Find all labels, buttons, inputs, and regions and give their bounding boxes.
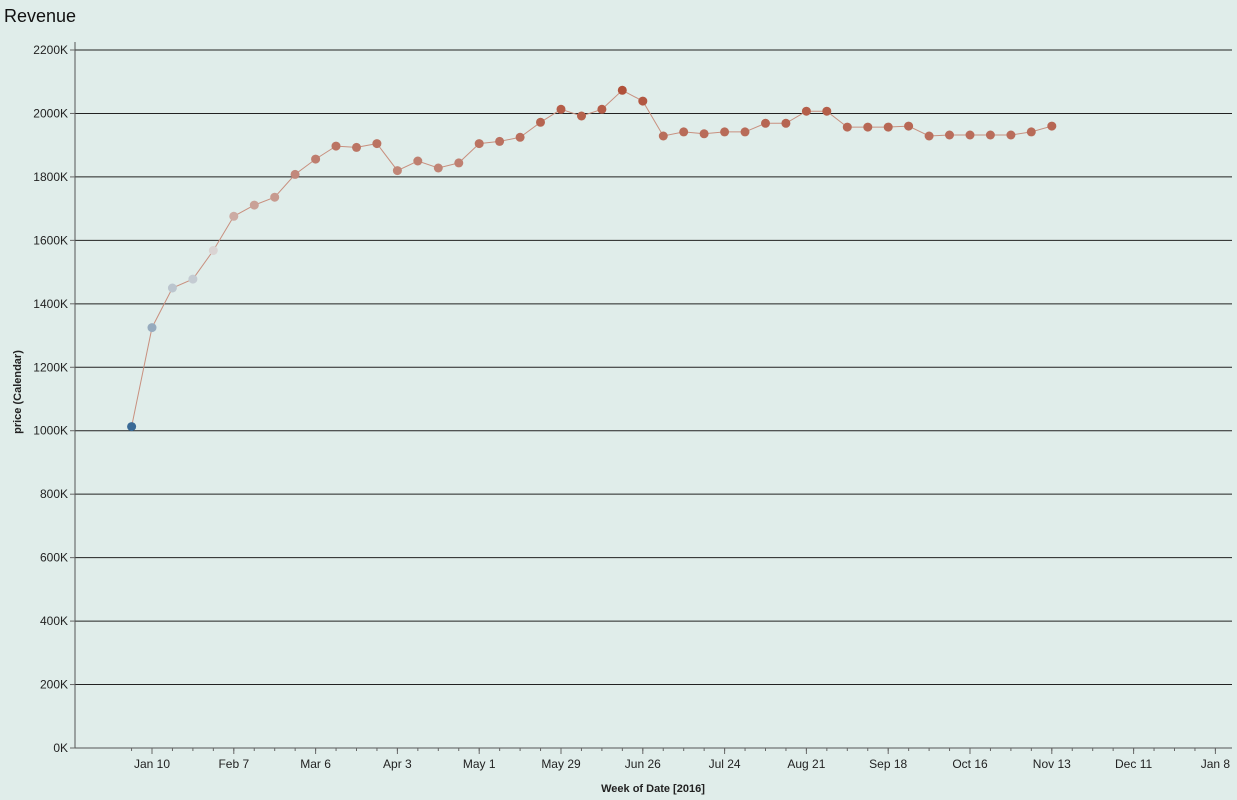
series-revenue bbox=[127, 85, 1057, 432]
y-tick-label: 400K bbox=[40, 614, 68, 628]
data-point[interactable] bbox=[720, 127, 730, 137]
y-tick-label: 1600K bbox=[33, 233, 68, 247]
data-point[interactable] bbox=[781, 118, 791, 128]
y-tick-label: 1400K bbox=[33, 297, 68, 311]
axes bbox=[74, 42, 1232, 749]
data-point[interactable] bbox=[985, 130, 995, 140]
data-point[interactable] bbox=[904, 121, 914, 131]
data-point[interactable] bbox=[577, 111, 586, 121]
y-tick-label: 800K bbox=[40, 487, 68, 501]
data-point[interactable] bbox=[965, 130, 975, 140]
series-line bbox=[131, 89, 1052, 427]
data-point[interactable] bbox=[495, 136, 505, 146]
data-point[interactable] bbox=[699, 129, 709, 139]
data-point[interactable] bbox=[352, 142, 361, 152]
y-tick-label: 2200K bbox=[33, 43, 68, 57]
data-point[interactable] bbox=[229, 211, 239, 221]
x-tick-label: Jul 24 bbox=[709, 757, 741, 771]
y-tick-label: 1200K bbox=[33, 360, 68, 374]
data-point[interactable] bbox=[863, 122, 873, 132]
data-point[interactable] bbox=[1026, 127, 1036, 137]
data-point[interactable] bbox=[208, 246, 218, 255]
data-point[interactable] bbox=[413, 156, 423, 166]
data-point[interactable] bbox=[454, 158, 464, 168]
data-point[interactable] bbox=[515, 132, 525, 142]
data-point[interactable] bbox=[249, 200, 259, 210]
y-tick-label: 1000K bbox=[33, 424, 68, 438]
x-tick-label: Mar 6 bbox=[300, 757, 331, 771]
x-tick-label: Dec 11 bbox=[1115, 757, 1152, 771]
y-axis-title: price (Calendar) bbox=[12, 350, 24, 434]
x-tick-label: Oct 16 bbox=[952, 757, 988, 771]
x-tick-label: Jun 26 bbox=[625, 757, 661, 771]
data-point[interactable] bbox=[474, 139, 484, 149]
x-tick-label: Aug 21 bbox=[787, 757, 825, 771]
x-tick-labels: Jan 10 Feb 7 Mar 6 Apr 3 May 1 May 29 Jun 26 Ju… bbox=[131, 748, 1231, 771]
x-axis-title: Week of Date [2016] bbox=[601, 783, 705, 795]
data-point[interactable] bbox=[658, 131, 668, 141]
x-tick-label: Sep 18 bbox=[869, 757, 907, 771]
gridlines bbox=[75, 49, 1232, 686]
data-point[interactable] bbox=[597, 104, 607, 114]
y-tick-label: 200K bbox=[40, 678, 68, 692]
data-point[interactable] bbox=[822, 106, 832, 116]
x-tick-label: May 1 bbox=[463, 757, 496, 771]
x-tick-label: Jan 10 bbox=[134, 757, 170, 771]
data-point[interactable] bbox=[167, 283, 177, 293]
x-tick-label: Feb 7 bbox=[218, 757, 249, 771]
data-point[interactable] bbox=[290, 169, 300, 179]
y-tick-labels: 0K 200K 400K 600K 800K 1000K 1200K 1400K 1600K 18… bbox=[33, 43, 75, 755]
data-point[interactable] bbox=[311, 154, 321, 164]
y-tick-label: 600K bbox=[40, 551, 68, 565]
data-point[interactable] bbox=[761, 118, 770, 128]
x-tick-label: Jan 8 bbox=[1201, 757, 1231, 771]
data-point[interactable] bbox=[392, 166, 402, 176]
y-tick-label: 2000K bbox=[33, 106, 68, 120]
x-tick-label: Apr 3 bbox=[383, 757, 412, 771]
data-point[interactable] bbox=[945, 130, 954, 140]
data-point[interactable] bbox=[638, 96, 648, 106]
data-point[interactable] bbox=[679, 127, 689, 137]
data-point[interactable] bbox=[270, 192, 280, 202]
data-point[interactable] bbox=[372, 139, 382, 149]
data-point[interactable] bbox=[1006, 130, 1016, 140]
data-point[interactable] bbox=[801, 106, 811, 116]
data-point[interactable] bbox=[1047, 121, 1057, 131]
data-point[interactable] bbox=[433, 163, 443, 173]
x-tick-label: May 29 bbox=[541, 757, 581, 771]
data-point[interactable] bbox=[617, 85, 627, 95]
data-point[interactable] bbox=[924, 131, 934, 141]
data-point[interactable] bbox=[127, 422, 137, 432]
data-point[interactable] bbox=[536, 117, 545, 127]
y-tick-label: 0K bbox=[53, 741, 68, 755]
y-tick-label: 1800K bbox=[33, 170, 68, 184]
data-point[interactable] bbox=[740, 127, 750, 137]
data-point[interactable] bbox=[331, 141, 341, 151]
data-point[interactable] bbox=[188, 274, 198, 284]
data-point[interactable] bbox=[147, 323, 157, 333]
data-point[interactable] bbox=[842, 122, 852, 132]
data-point[interactable] bbox=[556, 104, 566, 114]
chart-title: Revenue bbox=[4, 6, 77, 26]
x-tick-label: Nov 13 bbox=[1033, 757, 1071, 771]
data-point[interactable] bbox=[883, 122, 893, 132]
